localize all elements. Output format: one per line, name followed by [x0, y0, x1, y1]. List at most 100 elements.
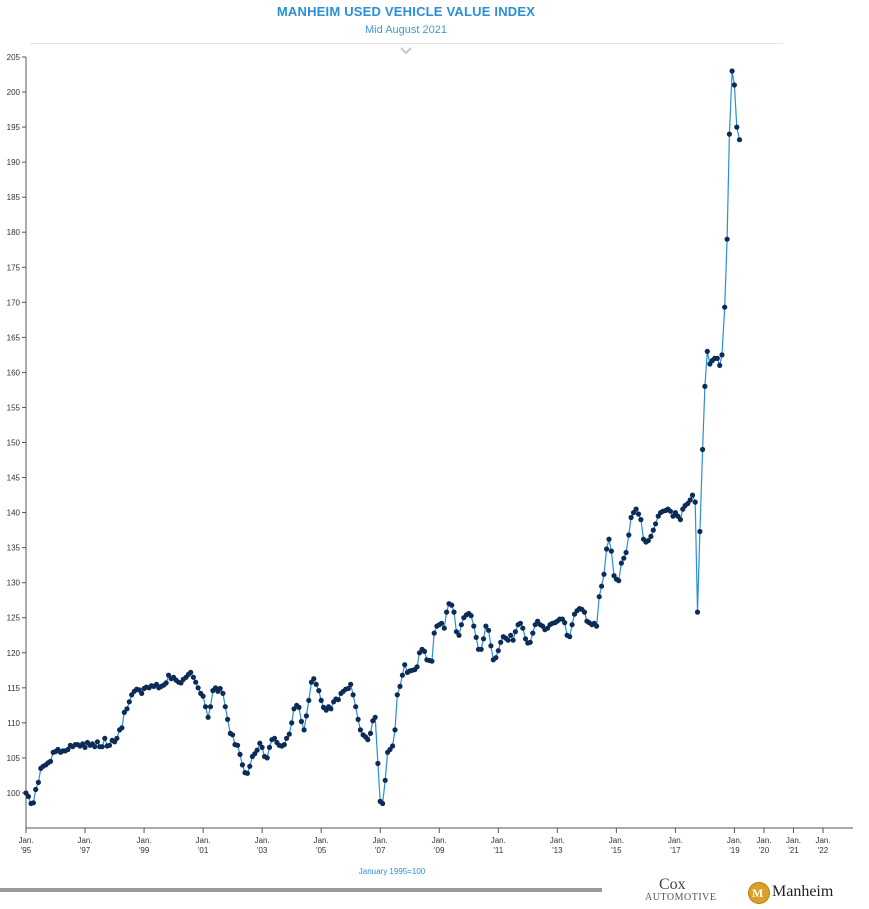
data-point — [621, 555, 627, 561]
x-tick-label: Jan. — [18, 836, 33, 845]
data-point — [126, 699, 132, 705]
data-point — [355, 716, 361, 723]
x-tick-label: '03 — [257, 846, 268, 855]
data-point — [722, 304, 728, 310]
data-point — [237, 751, 243, 758]
data-point — [689, 492, 696, 498]
x-tick-label: Jan. — [609, 836, 624, 845]
data-point — [431, 630, 437, 636]
data-point — [188, 669, 194, 676]
data-point — [726, 131, 733, 137]
data-point — [719, 352, 725, 358]
data-point — [205, 714, 211, 720]
data-point — [456, 632, 462, 638]
data-point — [353, 704, 359, 710]
data-point — [724, 236, 730, 242]
manheim-logo-text: Manheim — [772, 883, 834, 900]
manheim-logo: M Manheim — [748, 880, 848, 906]
data-point — [616, 578, 622, 584]
data-point — [687, 497, 693, 503]
data-point — [562, 620, 568, 626]
y-tick-label: 125 — [7, 614, 21, 623]
data-point — [734, 124, 740, 130]
data-point — [527, 639, 533, 645]
data-point — [30, 800, 36, 806]
x-tick-label: '95 — [21, 846, 32, 855]
data-point — [473, 634, 479, 641]
data-point — [259, 744, 265, 751]
x-tick-label: Jan. — [432, 836, 447, 845]
data-point — [517, 620, 524, 626]
data-point — [397, 683, 403, 690]
data-point — [530, 630, 536, 636]
data-point — [421, 648, 428, 655]
data-point — [429, 658, 435, 664]
data-point — [367, 730, 374, 737]
data-point — [222, 704, 228, 710]
y-tick-label: 115 — [7, 684, 20, 693]
data-point — [220, 690, 226, 697]
y-tick-label: 110 — [7, 719, 20, 728]
data-point — [163, 680, 169, 686]
data-point — [202, 704, 209, 710]
x-tick-label: '11 — [493, 846, 503, 855]
data-point — [121, 709, 127, 716]
manheim-badge-icon: M — [748, 882, 770, 904]
data-point — [92, 744, 98, 750]
y-tick-label: 205 — [7, 53, 21, 62]
data-point — [284, 735, 290, 741]
data-point — [350, 692, 356, 698]
data-point — [606, 536, 612, 542]
data-point — [729, 68, 735, 74]
data-point — [399, 672, 405, 678]
data-point — [318, 697, 324, 704]
data-point — [207, 704, 214, 710]
data-point — [522, 636, 529, 642]
data-point — [264, 755, 270, 761]
data-point — [195, 685, 201, 691]
data-point — [480, 636, 487, 642]
data-point — [569, 622, 575, 628]
data-point — [633, 506, 639, 512]
data-point — [700, 446, 706, 453]
data-point — [645, 538, 651, 544]
data-point — [677, 517, 684, 523]
data-point — [291, 706, 297, 712]
data-point — [510, 637, 516, 643]
data-point — [114, 735, 120, 741]
data-point — [468, 613, 474, 619]
data-point — [439, 620, 445, 626]
data-point — [382, 777, 388, 783]
data-point — [94, 739, 100, 745]
x-tick-label: '21 — [788, 846, 799, 855]
x-tick-label: Jan. — [255, 836, 270, 845]
data-point — [345, 685, 351, 692]
data-point — [402, 662, 408, 668]
data-point — [596, 594, 602, 600]
data-point — [244, 770, 250, 776]
data-point — [394, 692, 400, 698]
data-point — [289, 720, 295, 726]
data-point — [106, 742, 113, 748]
data-point — [581, 609, 588, 615]
data-point — [704, 348, 710, 354]
data-point — [702, 383, 708, 389]
data-point — [483, 623, 489, 629]
data-point — [390, 743, 396, 749]
data-point — [193, 679, 199, 685]
x-tick-label: Jan. — [815, 836, 830, 845]
y-tick-label: 160 — [7, 368, 21, 377]
chevron-down-icon[interactable] — [398, 46, 414, 56]
x-tick-label: '99 — [139, 846, 150, 855]
x-tick-label: Jan. — [786, 836, 801, 845]
data-point — [99, 744, 105, 750]
data-point — [392, 727, 398, 733]
data-point — [520, 625, 526, 631]
data-point — [217, 685, 223, 692]
x-tick-label: '09 — [434, 846, 445, 855]
data-point — [717, 362, 723, 368]
data-point — [471, 623, 477, 629]
data-point — [697, 528, 703, 535]
data-point — [357, 727, 363, 733]
data-point — [441, 625, 447, 631]
